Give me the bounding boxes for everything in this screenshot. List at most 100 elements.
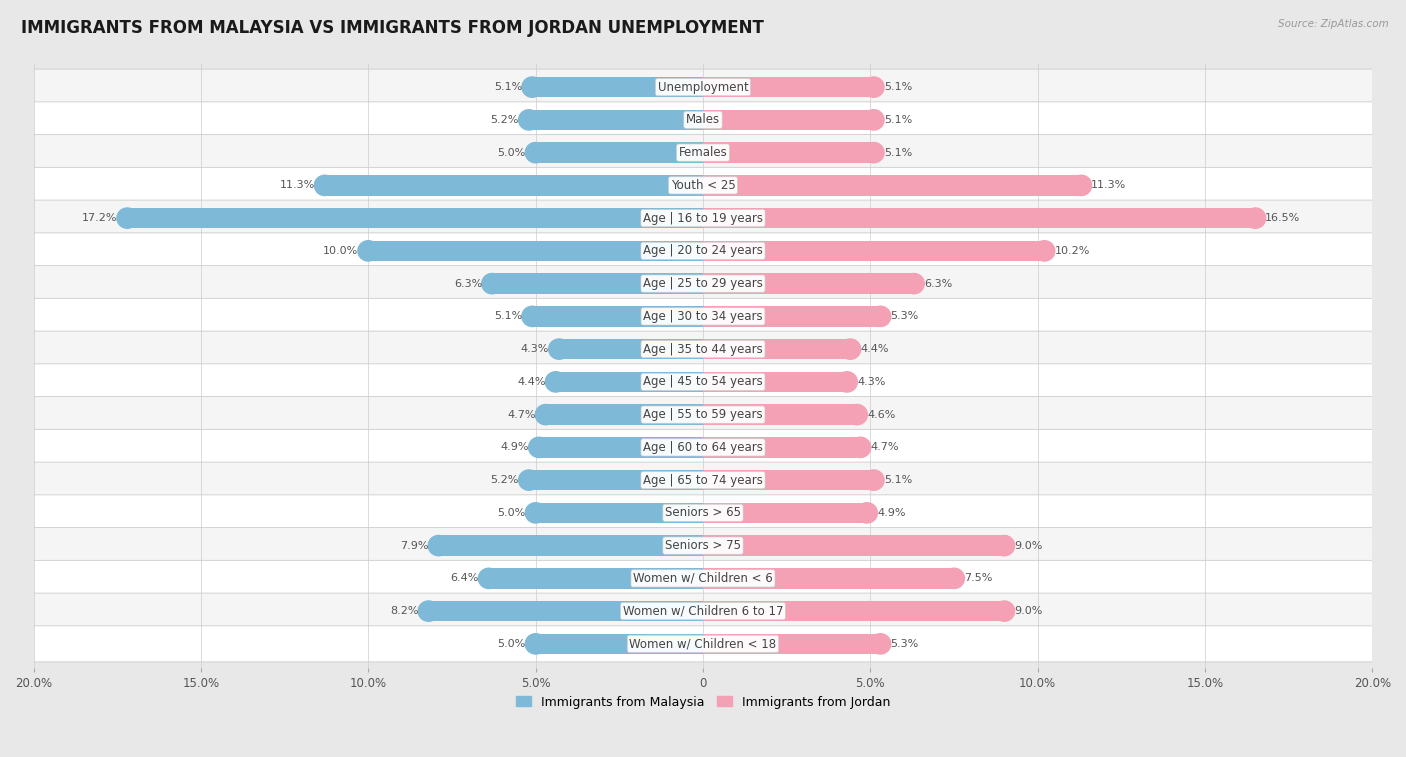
Text: Women w/ Children < 6: Women w/ Children < 6 — [633, 572, 773, 585]
Circle shape — [1244, 208, 1265, 229]
Bar — [560, 339, 703, 360]
Text: 7.9%: 7.9% — [401, 540, 429, 550]
Text: Women w/ Children 6 to 17: Women w/ Children 6 to 17 — [623, 605, 783, 618]
Bar — [703, 535, 1004, 556]
Text: 6.3%: 6.3% — [454, 279, 482, 288]
Bar — [703, 273, 914, 294]
Circle shape — [839, 339, 860, 360]
Bar — [492, 273, 703, 294]
Text: Females: Females — [679, 146, 727, 159]
FancyBboxPatch shape — [0, 364, 1406, 400]
FancyBboxPatch shape — [0, 560, 1406, 597]
Circle shape — [851, 438, 870, 457]
Circle shape — [418, 601, 439, 621]
Text: 5.1%: 5.1% — [884, 475, 912, 485]
FancyBboxPatch shape — [0, 397, 1406, 433]
Text: 11.3%: 11.3% — [1091, 180, 1126, 190]
Bar — [368, 241, 703, 261]
FancyBboxPatch shape — [0, 331, 1406, 367]
Text: 6.3%: 6.3% — [924, 279, 952, 288]
Bar — [533, 307, 703, 326]
Text: Age | 20 to 24 years: Age | 20 to 24 years — [643, 245, 763, 257]
Text: 5.0%: 5.0% — [498, 148, 526, 157]
Text: 16.5%: 16.5% — [1265, 213, 1301, 223]
Circle shape — [429, 535, 449, 556]
Circle shape — [519, 110, 540, 130]
Text: 5.1%: 5.1% — [884, 115, 912, 125]
Text: 4.3%: 4.3% — [858, 377, 886, 387]
Bar — [546, 404, 703, 425]
Bar — [703, 372, 846, 392]
Bar — [128, 208, 703, 229]
Text: 5.2%: 5.2% — [491, 475, 519, 485]
Circle shape — [1071, 175, 1091, 195]
Circle shape — [478, 569, 499, 588]
Text: IMMIGRANTS FROM MALAYSIA VS IMMIGRANTS FROM JORDAN UNEMPLOYMENT: IMMIGRANTS FROM MALAYSIA VS IMMIGRANTS F… — [21, 19, 763, 37]
Bar — [703, 142, 873, 163]
Text: 4.4%: 4.4% — [517, 377, 546, 387]
Bar — [703, 438, 860, 457]
Text: 5.0%: 5.0% — [498, 639, 526, 649]
Text: Age | 60 to 64 years: Age | 60 to 64 years — [643, 441, 763, 454]
Text: 11.3%: 11.3% — [280, 180, 315, 190]
Text: Males: Males — [686, 114, 720, 126]
Circle shape — [863, 77, 884, 98]
Circle shape — [546, 372, 567, 392]
Text: Age | 16 to 19 years: Age | 16 to 19 years — [643, 212, 763, 225]
Circle shape — [548, 339, 569, 360]
Text: 6.4%: 6.4% — [450, 573, 478, 584]
Bar — [703, 470, 873, 491]
FancyBboxPatch shape — [0, 462, 1406, 498]
Text: 9.0%: 9.0% — [1014, 540, 1043, 550]
FancyBboxPatch shape — [0, 266, 1406, 301]
Legend: Immigrants from Malaysia, Immigrants from Jordan: Immigrants from Malaysia, Immigrants fro… — [510, 690, 896, 714]
Text: Age | 55 to 59 years: Age | 55 to 59 years — [643, 408, 763, 421]
FancyBboxPatch shape — [0, 626, 1406, 662]
Bar — [703, 503, 868, 523]
Circle shape — [1033, 241, 1054, 261]
Text: 5.1%: 5.1% — [494, 82, 522, 92]
Text: Seniors > 65: Seniors > 65 — [665, 506, 741, 519]
Bar — [703, 77, 873, 98]
Bar — [703, 175, 1081, 195]
FancyBboxPatch shape — [0, 233, 1406, 269]
Bar — [703, 601, 1004, 621]
FancyBboxPatch shape — [0, 69, 1406, 105]
FancyBboxPatch shape — [0, 167, 1406, 204]
Text: 9.0%: 9.0% — [1014, 606, 1043, 616]
Text: Age | 30 to 34 years: Age | 30 to 34 years — [643, 310, 763, 323]
Text: 4.9%: 4.9% — [501, 442, 529, 453]
Bar — [529, 110, 703, 130]
Bar — [703, 404, 858, 425]
Bar — [538, 438, 703, 457]
FancyBboxPatch shape — [0, 200, 1406, 236]
Bar — [325, 175, 703, 195]
Text: Youth < 25: Youth < 25 — [671, 179, 735, 192]
Bar — [703, 307, 880, 326]
Bar — [529, 470, 703, 491]
FancyBboxPatch shape — [0, 528, 1406, 564]
Circle shape — [526, 142, 546, 163]
FancyBboxPatch shape — [0, 298, 1406, 335]
FancyBboxPatch shape — [0, 593, 1406, 629]
Circle shape — [870, 634, 891, 654]
Text: 8.2%: 8.2% — [389, 606, 419, 616]
Circle shape — [522, 77, 543, 98]
Text: 7.5%: 7.5% — [965, 573, 993, 584]
Bar — [703, 110, 873, 130]
Text: 10.2%: 10.2% — [1054, 246, 1090, 256]
Text: Source: ZipAtlas.com: Source: ZipAtlas.com — [1278, 19, 1389, 29]
Circle shape — [856, 503, 877, 523]
Text: Women w/ Children < 18: Women w/ Children < 18 — [630, 637, 776, 650]
Circle shape — [526, 503, 546, 523]
FancyBboxPatch shape — [0, 429, 1406, 466]
Text: 4.6%: 4.6% — [868, 410, 896, 419]
Bar — [703, 241, 1045, 261]
FancyBboxPatch shape — [0, 495, 1406, 531]
Bar — [536, 142, 703, 163]
Circle shape — [846, 404, 868, 425]
Text: Seniors > 75: Seniors > 75 — [665, 539, 741, 552]
Bar — [536, 503, 703, 523]
Bar — [536, 634, 703, 654]
Circle shape — [522, 307, 543, 326]
